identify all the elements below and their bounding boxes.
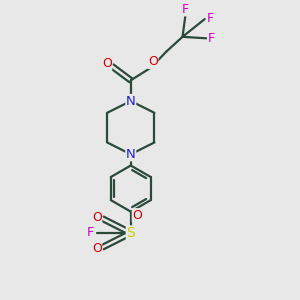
Text: S: S (126, 226, 135, 240)
Text: N: N (126, 94, 136, 107)
Text: F: F (181, 3, 188, 16)
Text: O: O (92, 211, 102, 224)
Text: F: F (87, 226, 94, 239)
Text: F: F (206, 12, 214, 25)
Text: O: O (92, 242, 102, 255)
Text: O: O (102, 57, 112, 70)
Text: O: O (148, 56, 158, 68)
Text: N: N (126, 148, 136, 161)
Text: O: O (132, 209, 142, 222)
Text: F: F (208, 32, 215, 45)
